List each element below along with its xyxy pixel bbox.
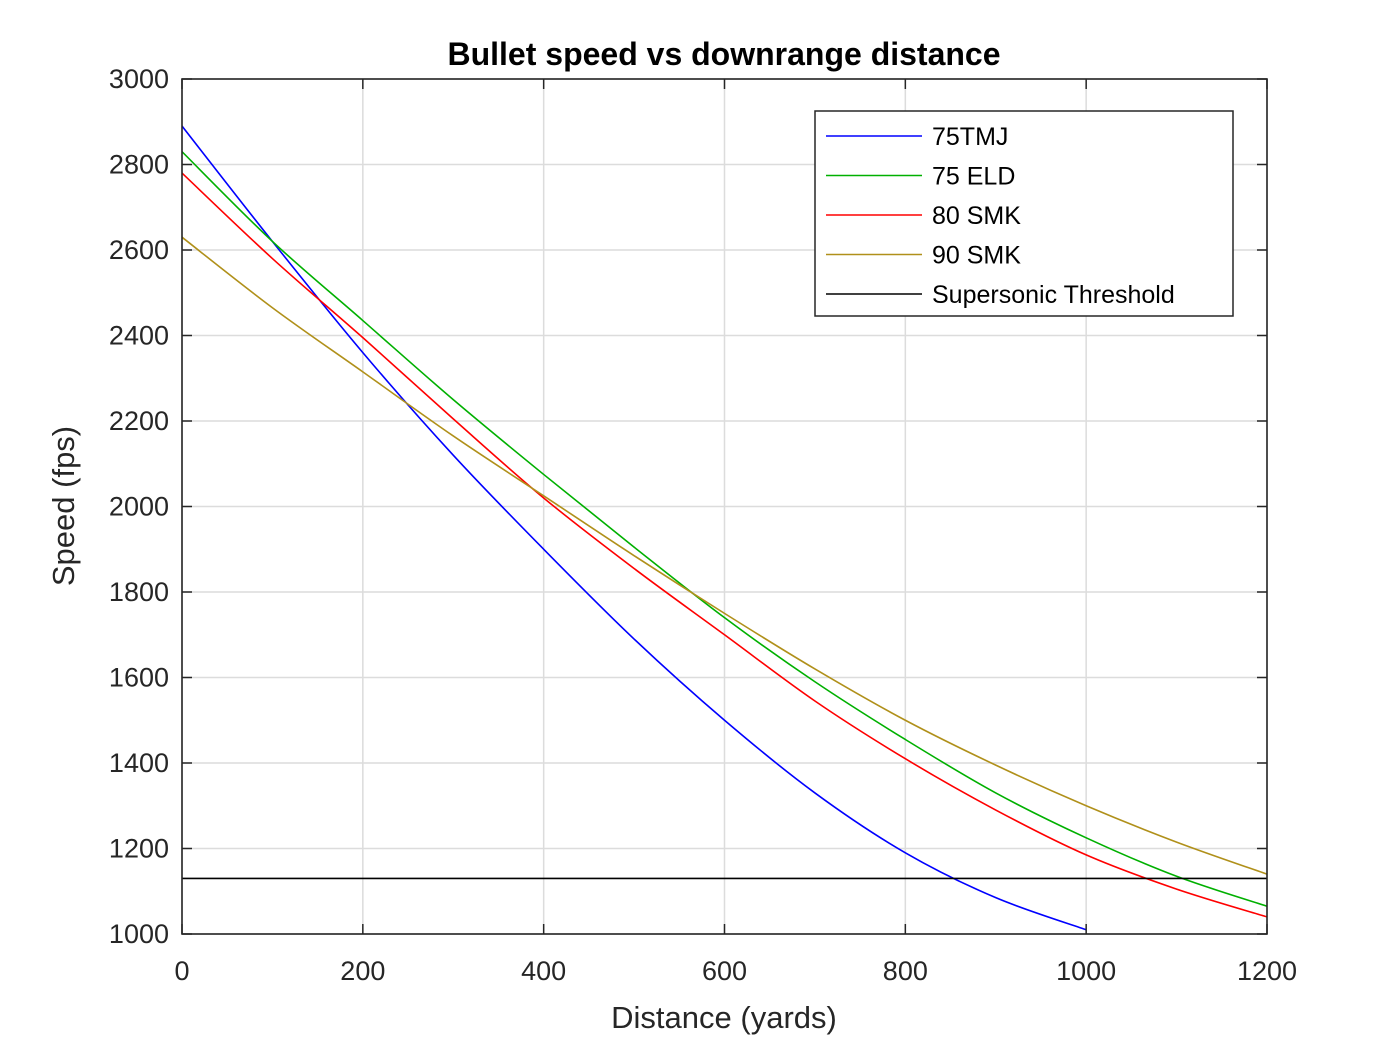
y-tick-label: 2400 bbox=[109, 321, 169, 351]
y-tick-label: 1800 bbox=[109, 577, 169, 607]
legend-box bbox=[814, 110, 1234, 317]
y-tick-label: 1600 bbox=[109, 663, 169, 693]
series-line-80-smk bbox=[182, 172, 1267, 918]
x-tick-label: 1200 bbox=[1237, 956, 1297, 986]
series-line-90-smk bbox=[182, 236, 1267, 875]
x-axis-label: Distance (yards) bbox=[611, 1000, 837, 1035]
legend-label-75tmj: 75TMJ bbox=[932, 123, 1008, 151]
y-axis-label: Speed (fps) bbox=[46, 426, 81, 586]
x-tick-label: 1000 bbox=[1056, 956, 1116, 986]
legend-label-90-smk: 90 SMK bbox=[932, 242, 1021, 270]
legend: 75TMJ 75 ELD 80 SMK 90 SMK Supersonic Thresh… bbox=[814, 110, 1234, 317]
x-tick-label: 200 bbox=[340, 956, 385, 986]
y-tick-label: 1200 bbox=[109, 834, 169, 864]
y-tick-label: 1400 bbox=[109, 748, 169, 778]
y-tick-label: 1000 bbox=[109, 919, 169, 949]
y-tick-label: 3000 bbox=[109, 64, 169, 94]
series-layer bbox=[182, 125, 1267, 931]
series-line-75-eld bbox=[182, 151, 1267, 907]
tick-layer: 0 200 400 600 800 1000 1200 1000 1200 1400 1600 180… bbox=[109, 64, 1297, 986]
y-tick-label: 2200 bbox=[109, 406, 169, 436]
chart-title: Bullet speed vs downrange distance bbox=[447, 36, 1000, 72]
legend-label-75-eld: 75 ELD bbox=[932, 163, 1015, 191]
x-tick-label: 0 bbox=[174, 956, 189, 986]
y-tick-label: 2000 bbox=[109, 492, 169, 522]
series-line-75tmj bbox=[182, 125, 1087, 931]
y-tick-label: 2600 bbox=[109, 235, 169, 265]
legend-label-supersonic-threshold: Supersonic Threshold bbox=[932, 281, 1175, 309]
x-tick-label: 400 bbox=[521, 956, 566, 986]
x-tick-label: 800 bbox=[883, 956, 928, 986]
y-tick-label: 2800 bbox=[109, 150, 169, 180]
x-tick-label: 600 bbox=[702, 956, 747, 986]
legend-label-80-smk: 80 SMK bbox=[932, 202, 1021, 230]
